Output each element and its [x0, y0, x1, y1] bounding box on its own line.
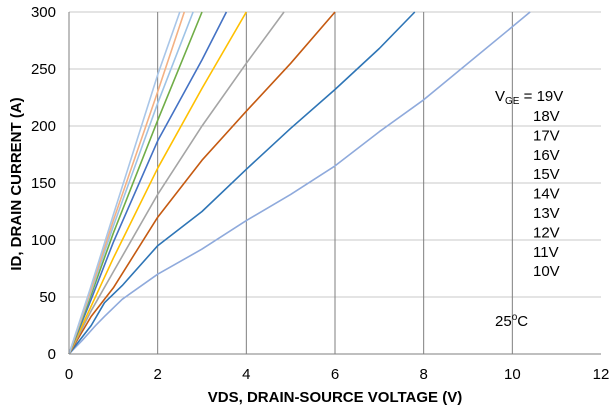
x-tick-label: 8 [419, 366, 427, 383]
legend-label: 10V [533, 263, 560, 280]
y-tick-label: 0 [48, 346, 56, 363]
series-line-12v [68, 11, 336, 355]
x-tick-label: 6 [331, 366, 339, 383]
y-axis-title: ID, DRAIN CURRENT (A) [8, 97, 25, 270]
legend-label: 16V [533, 147, 560, 164]
series-line-13v [68, 11, 285, 355]
y-tick-label: 300 [31, 4, 56, 21]
y-tick-label: 100 [31, 232, 56, 249]
x-axis-title: VDS, DRAIN-SOURCE VOLTAGE (V) [208, 389, 462, 406]
legend-label: 18V [533, 108, 560, 125]
legend: VGE = 19V 18V 17V 16V 15V 14V 13V 12V 11V 10V [495, 88, 563, 280]
y-tick-label: 50 [39, 289, 56, 306]
legend-label: 17V [533, 127, 560, 144]
x-tick-label: 0 [65, 366, 73, 383]
legend-header: VGE = 19V [495, 88, 563, 107]
grid [69, 11, 601, 354]
x-tick-label: 10 [504, 366, 521, 383]
y-tick-label: 250 [31, 61, 56, 78]
series-line-15v [68, 11, 228, 355]
series-line-10v [68, 11, 531, 355]
series-line-19v [68, 11, 181, 355]
legend-label: 11V [533, 244, 559, 261]
series-line-14v [68, 11, 247, 355]
legend-label: 13V [533, 205, 560, 222]
temperature-annotation: 25oC [495, 312, 528, 330]
series-lines [68, 11, 531, 355]
legend-label: 12V [533, 224, 560, 241]
tick-labels: 0 2 4 6 8 10 12 0 50 100 150 200 250 300 [31, 4, 609, 383]
axes [68, 12, 601, 355]
legend-label: 14V [533, 186, 560, 203]
x-tick-label: 2 [153, 366, 161, 383]
x-tick-label: 12 [593, 366, 610, 383]
legend-label: 15V [533, 166, 560, 183]
series-line-11v [68, 11, 416, 355]
x-tick-label: 4 [242, 366, 250, 383]
y-tick-label: 200 [31, 118, 56, 135]
y-tick-label: 150 [31, 175, 56, 192]
